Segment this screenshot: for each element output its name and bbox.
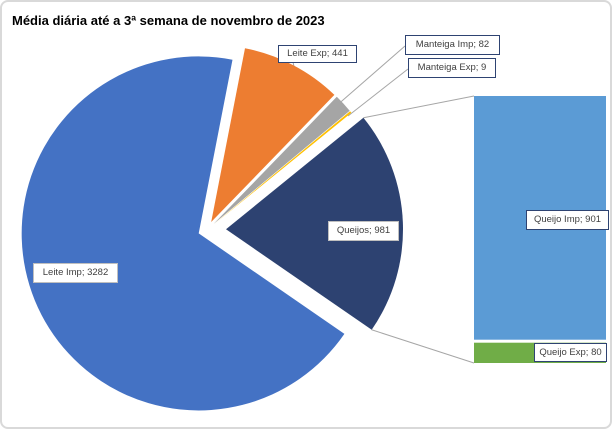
pie-slice-queijos [226, 117, 404, 330]
leader-line-manteiga-imp [334, 45, 406, 108]
data-label-queijos: Queijos; 981 [328, 221, 399, 241]
data-label-manteiga-exp: Manteiga Exp; 9 [408, 58, 496, 78]
connector-line-bottom [371, 329, 475, 364]
data-label-manteiga-imp: Manteiga Imp; 82 [405, 35, 500, 55]
pie-slice-leite-exp [211, 48, 335, 222]
data-label-queijo-imp: Queijo Imp; 901 [526, 210, 609, 230]
chart-title: Média diária até a 3ª semana de novembro… [12, 13, 325, 28]
data-label-leite-imp: Leite Imp; 3282 [33, 263, 118, 283]
leader-line-manteiga-exp [347, 68, 409, 117]
data-label-queijo-exp: Queijo Exp; 80 [534, 343, 607, 362]
data-label-leite-exp: Leite Exp; 441 [278, 45, 357, 63]
pie-slice-manteiga-imp [213, 96, 350, 224]
pie-slice-manteiga-exp [214, 111, 352, 225]
connector-line-top [363, 95, 475, 119]
pie-slice-leite-imp [21, 56, 345, 411]
